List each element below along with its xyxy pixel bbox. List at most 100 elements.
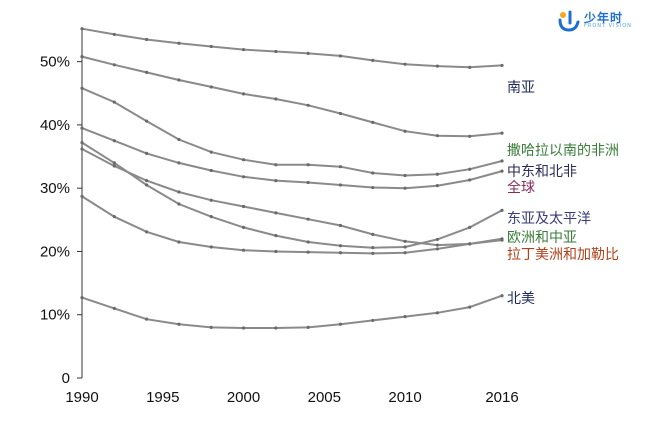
series-label: 中东和北非 xyxy=(507,164,577,180)
data-point xyxy=(145,119,149,123)
data-point xyxy=(500,63,504,68)
data-point xyxy=(306,217,310,221)
x-tick-label: 2016 xyxy=(485,389,518,406)
data-point xyxy=(209,245,213,249)
data-point xyxy=(274,249,278,254)
data-point xyxy=(435,237,439,242)
data-point xyxy=(177,41,181,45)
x-tick-label: 2010 xyxy=(388,389,421,406)
data-point xyxy=(145,183,149,187)
data-point xyxy=(306,180,310,185)
series-line xyxy=(81,55,503,138)
data-point xyxy=(209,325,213,329)
data-point xyxy=(403,129,407,133)
data-point xyxy=(209,44,213,49)
data-point xyxy=(177,202,181,206)
x-tick-label: 1990 xyxy=(65,389,98,406)
data-point xyxy=(500,294,504,298)
data-point xyxy=(274,211,278,215)
data-point xyxy=(209,85,213,89)
data-point xyxy=(177,78,181,82)
data-point xyxy=(112,32,116,37)
data-point xyxy=(306,163,310,167)
data-point xyxy=(468,134,472,138)
data-point xyxy=(274,163,278,167)
data-point xyxy=(80,27,84,31)
data-point xyxy=(306,250,310,254)
data-point xyxy=(338,244,343,248)
data-point xyxy=(338,111,343,116)
data-point xyxy=(338,54,343,58)
data-point xyxy=(145,37,149,42)
data-point xyxy=(112,306,116,310)
data-point xyxy=(338,183,343,187)
y-tick-label: 10% xyxy=(40,307,70,324)
data-point xyxy=(80,194,84,199)
data-point xyxy=(112,164,116,168)
data-point xyxy=(80,141,84,145)
data-point xyxy=(209,198,213,202)
data-point xyxy=(209,150,213,154)
data-point xyxy=(145,178,149,183)
data-point xyxy=(112,139,116,143)
series-line xyxy=(81,148,503,247)
series-东亚及太平洋 xyxy=(80,141,504,250)
series-北美 xyxy=(80,294,504,330)
series-label: 撒哈拉以南的非洲 xyxy=(507,143,619,159)
data-point xyxy=(112,63,116,67)
data-point xyxy=(177,161,181,165)
data-point xyxy=(500,208,504,212)
data-point xyxy=(403,251,407,255)
data-point xyxy=(241,175,246,179)
series-line xyxy=(81,195,503,255)
data-point xyxy=(241,48,246,52)
data-point xyxy=(177,240,181,244)
data-point xyxy=(80,54,84,59)
data-point xyxy=(241,326,246,330)
x-tick-label: 2000 xyxy=(227,389,260,406)
data-point xyxy=(371,171,375,175)
x-tick-label: 1995 xyxy=(146,389,179,406)
data-point xyxy=(241,92,246,96)
data-point xyxy=(468,242,472,246)
data-point xyxy=(468,167,472,171)
data-point xyxy=(403,186,407,190)
data-point xyxy=(80,296,84,300)
data-point xyxy=(241,158,246,162)
data-point xyxy=(306,103,310,107)
data-point xyxy=(80,86,84,90)
brand-logo: 少年时 FRONT VISION xyxy=(556,8,640,34)
data-point xyxy=(435,311,439,315)
data-point xyxy=(500,169,504,173)
data-point xyxy=(435,243,439,247)
data-point xyxy=(435,134,439,138)
data-point xyxy=(435,172,439,176)
data-point xyxy=(500,159,504,163)
data-point xyxy=(306,51,310,56)
data-point xyxy=(209,215,213,219)
series-label: 南亚 xyxy=(507,80,535,96)
series-label: 东亚及太平洋 xyxy=(507,211,591,227)
data-point xyxy=(80,126,84,130)
data-point xyxy=(145,230,149,234)
data-point xyxy=(500,238,504,242)
data-point xyxy=(177,190,181,194)
data-point xyxy=(209,168,213,173)
data-point xyxy=(274,326,278,330)
data-point xyxy=(112,161,116,165)
data-point xyxy=(306,325,310,329)
y-tick-label: 50% xyxy=(40,54,70,71)
data-point xyxy=(306,240,310,244)
series-南亚 xyxy=(80,27,504,69)
data-point xyxy=(338,322,343,326)
data-point xyxy=(468,178,472,182)
data-point xyxy=(274,178,278,183)
data-point xyxy=(468,65,472,69)
data-point xyxy=(371,232,375,236)
data-point xyxy=(274,234,278,238)
data-point xyxy=(371,246,375,250)
data-point xyxy=(274,97,278,101)
series-line xyxy=(81,87,503,177)
